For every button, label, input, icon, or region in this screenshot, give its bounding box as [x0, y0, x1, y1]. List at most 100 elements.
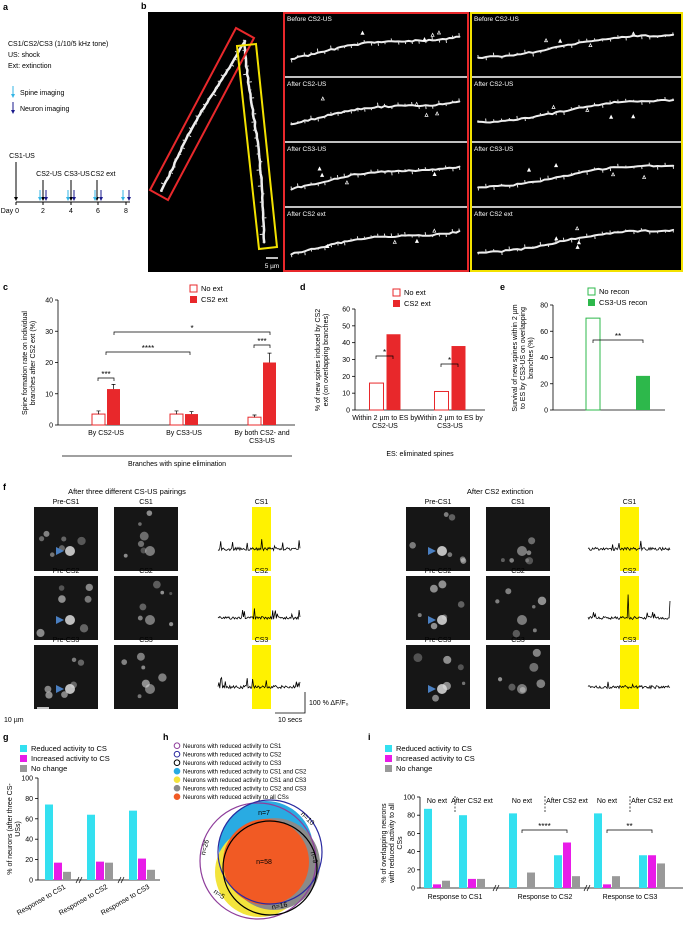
protocol-text: Ext: extinction — [8, 63, 52, 70]
day-label: 4 — [69, 208, 73, 215]
trace-label: CS2 — [255, 568, 269, 575]
legend-label: Increased activity to CS — [31, 754, 110, 763]
venn-cs3 — [222, 820, 318, 916]
neuron-imaging-head — [99, 197, 103, 201]
calcium-trace — [217, 539, 301, 552]
image-label: After CS3-US — [474, 146, 514, 153]
legend-label: Neurons with reduced activity to CS2 and… — [183, 787, 307, 793]
significance-bracket — [375, 355, 394, 359]
cell-blob — [123, 553, 128, 558]
bar — [434, 390, 449, 411]
image-label: After CS2 ext — [474, 211, 513, 218]
image-label: Before CS2-US — [474, 16, 519, 23]
cell-blob — [141, 665, 146, 670]
significance-bracket — [105, 351, 191, 355]
spines — [290, 228, 460, 258]
spine-marker — [554, 163, 559, 168]
spine-marker — [631, 31, 636, 36]
cell-blob — [136, 652, 145, 661]
cell-blob — [448, 514, 456, 521]
cell-blob — [79, 624, 89, 633]
cell-blob — [58, 595, 66, 603]
axis-break — [117, 876, 125, 884]
image-label: Before CS2-US — [287, 16, 332, 23]
target-cell — [65, 684, 75, 694]
trace-label: CS1 — [255, 499, 269, 506]
column-border — [470, 12, 683, 272]
y-tick-label: 80 — [540, 303, 548, 310]
spine-marker — [360, 30, 365, 35]
dendrite — [290, 35, 461, 61]
bar — [636, 375, 650, 410]
cell-arrowhead — [428, 685, 436, 693]
cell-blob — [528, 537, 536, 545]
cell-blob — [39, 536, 45, 542]
cell-blob — [44, 685, 52, 693]
cell-blob — [537, 596, 547, 606]
venn-count: n=16 — [271, 902, 288, 912]
spine-marker — [551, 104, 556, 109]
y-tick-label: 60 — [407, 831, 415, 838]
event-arrow-head — [41, 197, 45, 201]
legend-swatch — [20, 765, 27, 772]
spine-marker — [344, 180, 349, 185]
spine-imaging-head — [121, 197, 125, 201]
legend-label: Neurons with reduced activity to CS1 — [183, 744, 282, 750]
spine-imaging-head — [93, 197, 97, 201]
legend-label: Neurons with reduced activity to CS2 — [183, 753, 282, 759]
legend-text: Spine imaging — [20, 90, 64, 97]
legend-swatch — [385, 755, 392, 762]
spine-marker — [414, 238, 420, 243]
bar — [63, 871, 71, 880]
significance-label: **** — [538, 822, 550, 831]
spine-marker — [610, 172, 616, 177]
bar — [87, 814, 95, 880]
section-title: After CS2 extinction — [467, 487, 533, 496]
legend-swatch — [587, 287, 596, 296]
cell-blob — [524, 558, 529, 563]
legend-marker — [173, 767, 181, 775]
target-cell — [437, 546, 447, 556]
cell-blob — [461, 681, 466, 685]
neuron-image — [486, 576, 550, 640]
spines — [477, 228, 674, 256]
spines — [290, 33, 460, 63]
cell-blob — [438, 580, 447, 589]
bar — [45, 804, 53, 880]
legend-marker — [173, 759, 181, 767]
bar — [612, 876, 620, 888]
cs-window — [252, 645, 271, 709]
y-tick-label: 60 — [25, 816, 33, 823]
panel-label: d — [300, 282, 306, 292]
legend-label: Neurons with reduced activity to CS1 and… — [183, 778, 307, 784]
day-label: 6 — [96, 208, 100, 215]
significance-bracket — [253, 344, 271, 348]
y-tick-label: 100 — [21, 776, 33, 783]
significance-bracket — [113, 331, 271, 335]
subgroup-label: No ext — [597, 798, 617, 805]
bar — [657, 863, 665, 888]
legend-swatch — [20, 745, 27, 752]
spines — [477, 32, 674, 61]
calcium-trace — [217, 608, 301, 621]
spines — [160, 39, 246, 192]
neuron-image — [406, 507, 470, 571]
dendrite — [477, 164, 675, 189]
cell-blob — [500, 558, 505, 563]
spines — [290, 165, 461, 190]
y-tick-label: 30 — [342, 357, 350, 364]
bar — [442, 880, 450, 888]
legend-label: No change — [31, 764, 67, 773]
image-label: CS1 — [139, 499, 153, 506]
y-tick-label: 20 — [45, 360, 53, 367]
y-tick-label: 0 — [49, 423, 53, 430]
calcium-trace — [587, 594, 671, 621]
cell-blob — [413, 653, 423, 663]
legend-marker — [173, 750, 181, 758]
cell-arrowhead — [56, 547, 64, 555]
section-title: After three different CS-US pairings — [68, 487, 186, 496]
legend-label: Reduced activity to CS — [396, 744, 472, 753]
image-label: CS3 — [511, 637, 525, 644]
y-axis-label: % of overlapping neurons with reduced ac… — [380, 802, 405, 883]
legend-label: No change — [396, 764, 432, 773]
